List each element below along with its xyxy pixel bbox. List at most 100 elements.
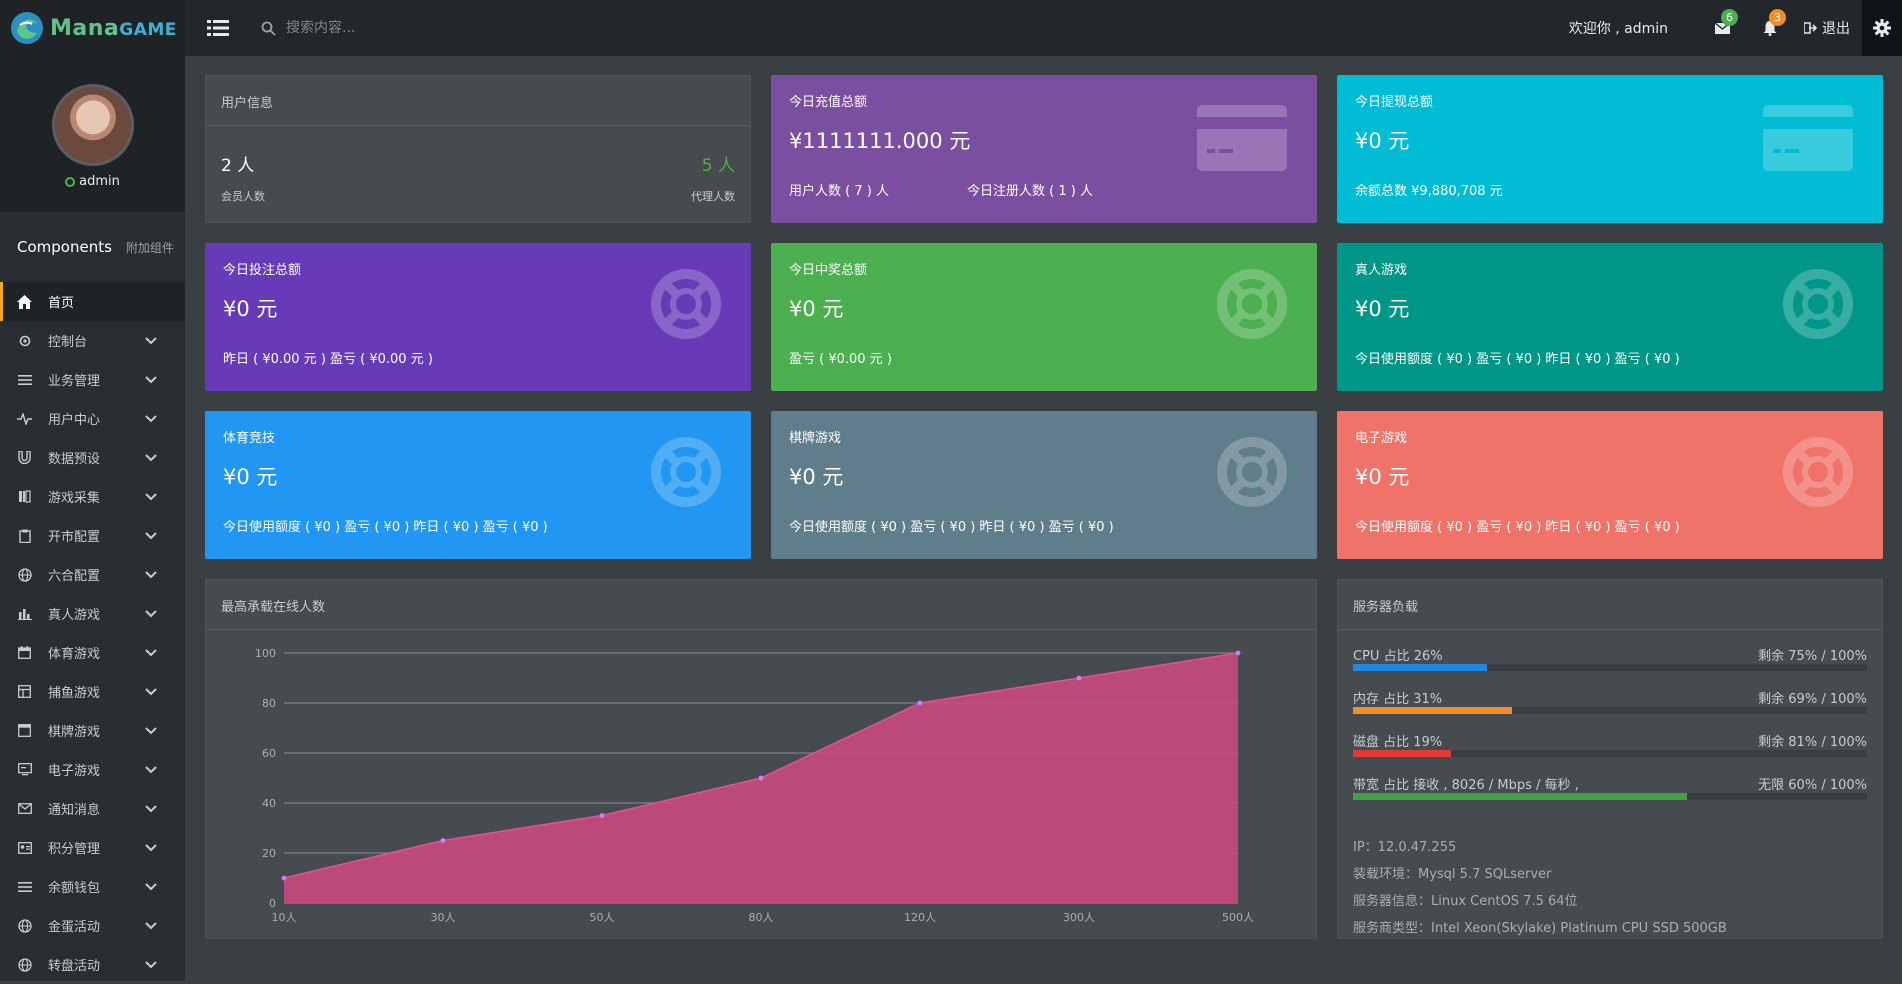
sidebar-item-11[interactable]: 棋牌游戏 xyxy=(0,711,185,750)
book-icon xyxy=(16,488,33,505)
globe-icon xyxy=(16,566,33,583)
sidebar-item-1[interactable]: 控制台 xyxy=(0,321,185,360)
online-chart-panel: 最高承载在线人数 0 20 40 60 80 100 10人 30人 50人 80人 120人 300… xyxy=(205,579,1317,939)
chevron-down-icon xyxy=(145,646,157,661)
chevron-down-icon xyxy=(145,334,157,349)
sidebar-item-label: 开市配置 xyxy=(48,530,101,545)
profile-username[interactable]: admin xyxy=(65,174,120,189)
chart-data-point xyxy=(440,838,446,843)
y-tick-label: 60 xyxy=(262,747,276,760)
logout-button[interactable]: 退出 xyxy=(1804,18,1850,38)
card-title: 棋牌游戏 xyxy=(789,431,842,446)
pulse-icon xyxy=(16,410,33,427)
sidebar-item-8[interactable]: 真人游戏 xyxy=(0,594,185,633)
sidebar-item-6[interactable]: 开市配置 xyxy=(0,516,185,555)
notification-button[interactable]: 3 xyxy=(1746,0,1794,56)
sidebar-item-17[interactable]: 转盘活动 xyxy=(0,945,185,984)
card-subtext: 今日使用额度 ( ¥0 ) 盈亏 ( ¥0 ) 昨日 ( ¥0 ) 盈亏 ( ¥… xyxy=(1355,352,1680,367)
brand-logo-icon xyxy=(11,12,43,44)
user-info-title: 用户信息 xyxy=(206,76,750,126)
profile-panel: admin xyxy=(0,56,185,212)
resource-remaining: 无限 60% / 100% xyxy=(1758,778,1867,793)
resource-remaining: 剩余 81% / 100% xyxy=(1758,735,1867,750)
chart-data-point xyxy=(281,875,287,881)
sidebar-item-16[interactable]: 金蛋活动 xyxy=(0,906,185,945)
sidebar-item-label: 真人游戏 xyxy=(48,608,101,623)
card-value: ¥0 元 xyxy=(789,297,844,321)
server-info-line: 装载环境：Mysql 5.7 SQLserver xyxy=(1353,867,1552,882)
card-title: 真人游戏 xyxy=(1355,263,1408,278)
online-status-icon xyxy=(65,176,76,187)
search-input[interactable] xyxy=(286,20,586,36)
card-subtext: 用户人数 ( 7 ) 人 xyxy=(789,184,889,199)
resource-remaining: 剩余 69% / 100% xyxy=(1758,692,1867,707)
avatar[interactable] xyxy=(51,84,134,166)
card-subtext: 今日使用额度 ( ¥0 ) 盈亏 ( ¥0 ) 昨日 ( ¥0 ) 盈亏 ( ¥… xyxy=(223,520,548,535)
chart-data-point xyxy=(758,775,764,781)
server-info-line: 服务器信息：Linux CentOS 7.5 64位 xyxy=(1353,894,1578,909)
gear-icon xyxy=(1873,19,1891,37)
chart-data-point xyxy=(1235,650,1241,656)
card-subtext: 余额总数 ¥9,880,708 元 xyxy=(1355,184,1503,199)
sidebar-item-2[interactable]: 业务管理 xyxy=(0,360,185,399)
lifebuoy-icon xyxy=(1783,269,1853,343)
sidebar-item-4[interactable]: 数据预设 xyxy=(0,438,185,477)
chevron-down-icon xyxy=(145,529,157,544)
stat-card-recharge[interactable]: 今日充值总额 ¥1111111.000 元 用户人数 ( 7 ) 人 今日注册人… xyxy=(771,75,1317,223)
sidebar-item-15[interactable]: 余额钱包 xyxy=(0,867,185,906)
chevron-down-icon xyxy=(145,763,157,778)
x-tick-label: 80人 xyxy=(749,911,774,924)
sidebar-item-label: 体育游戏 xyxy=(48,647,101,662)
mail-button[interactable]: 6 xyxy=(1698,0,1746,56)
stat-card-chess[interactable]: 棋牌游戏 ¥0 元今日使用额度 ( ¥0 ) 盈亏 ( ¥0 ) 昨日 ( ¥0 … xyxy=(771,411,1317,559)
stat-card-live[interactable]: 真人游戏 ¥0 元今日使用额度 ( ¥0 ) 盈亏 ( ¥0 ) 昨日 ( ¥0 … xyxy=(1337,243,1883,391)
sidebar-item-13[interactable]: 通知消息 xyxy=(0,789,185,828)
components-subtitle: 附加组件 xyxy=(125,240,174,255)
sidebar-item-0[interactable]: 首页 xyxy=(0,282,185,321)
chart-data-point xyxy=(917,700,923,706)
resource-remaining: 剩余 75% / 100% xyxy=(1758,649,1867,664)
sidebar-item-10[interactable]: 捕鱼游戏 xyxy=(0,672,185,711)
stat-card-win[interactable]: 今日中奖总额 ¥0 元盈亏 ( ¥0.00 元 ) xyxy=(771,243,1317,391)
card-title: 今日提现总额 xyxy=(1355,95,1434,110)
chevron-down-icon xyxy=(145,685,157,700)
settings-button[interactable] xyxy=(1862,0,1902,56)
resource-progress-track xyxy=(1353,750,1867,757)
chevron-down-icon xyxy=(145,451,157,466)
resource-progress-fill xyxy=(1353,664,1487,671)
sidebar-item-3[interactable]: 用户中心 xyxy=(0,399,185,438)
welcome-text: 欢迎你 , admin xyxy=(1568,21,1668,37)
chart-data-point xyxy=(599,813,605,818)
brand[interactable]: ManaGAME xyxy=(0,0,185,56)
sidebar-item-7[interactable]: 六合配置 xyxy=(0,555,185,594)
resource-row: 带宽 占比 接收 , 8026 / Mbps / 每秒 , 无限 60% / 10… xyxy=(1353,774,1867,804)
home-icon xyxy=(16,293,33,310)
card-value: ¥0 元 xyxy=(1355,297,1410,321)
stat-card-bet[interactable]: 今日投注总额 ¥0 元昨日 ( ¥0.00 元 ) 盈亏 ( ¥0.00 元 ) xyxy=(205,243,751,391)
bar-chart-icon xyxy=(16,605,33,622)
sidebar-item-9[interactable]: 体育游戏 xyxy=(0,633,185,672)
stat-card-sports[interactable]: 体育竞技 ¥0 元今日使用额度 ( ¥0 ) 盈亏 ( ¥0 ) 昨日 ( ¥0 … xyxy=(205,411,751,559)
menu-toggle-button[interactable] xyxy=(185,0,251,56)
search-icon[interactable] xyxy=(261,21,276,36)
chevron-down-icon xyxy=(145,802,157,817)
sidebar-item-12[interactable]: 电子游戏 xyxy=(0,750,185,789)
globe-icon xyxy=(16,956,33,973)
lifebuoy-icon xyxy=(651,269,721,343)
card-subtext: 今日使用额度 ( ¥0 ) 盈亏 ( ¥0 ) 昨日 ( ¥0 ) 盈亏 ( ¥… xyxy=(789,520,1114,535)
clipboard-icon xyxy=(16,527,33,544)
envelope-icon xyxy=(16,800,33,817)
card-subtext: 盈亏 ( ¥0.00 元 ) xyxy=(789,352,892,367)
lifebuoy-icon xyxy=(1217,269,1287,343)
stat-card-slots[interactable]: 电子游戏 ¥0 元今日使用额度 ( ¥0 ) 盈亏 ( ¥0 ) 昨日 ( ¥0 … xyxy=(1337,411,1883,559)
server-info-line: IP：12.0.47.255 xyxy=(1353,840,1457,855)
sidebar-item-5[interactable]: 游戏采集 xyxy=(0,477,185,516)
globe-icon xyxy=(16,917,33,934)
stat-card-withdraw[interactable]: 今日提现总额 ¥0 元 余额总数 ¥9,880,708 元 xyxy=(1337,75,1883,223)
sidebar-item-label: 通知消息 xyxy=(48,803,101,818)
sidebar-item-label: 余额钱包 xyxy=(48,881,101,896)
lifebuoy-icon xyxy=(1217,437,1287,511)
chevron-down-icon xyxy=(145,490,157,505)
sidebar-item-14[interactable]: 积分管理 xyxy=(0,828,185,867)
logout-label: 退出 xyxy=(1822,21,1850,37)
